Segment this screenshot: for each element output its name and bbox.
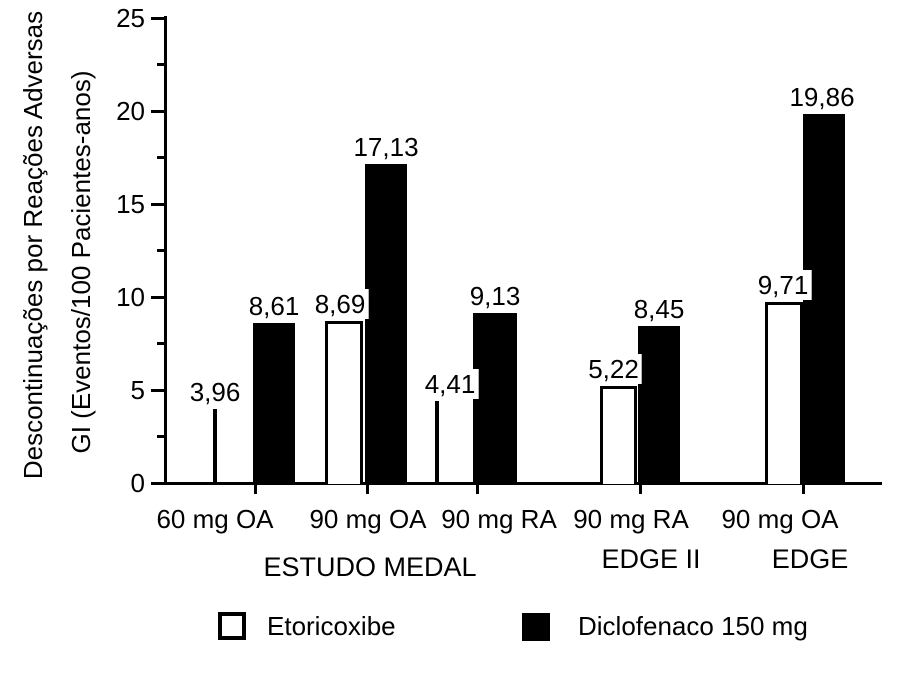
y-minor-tick <box>157 249 165 252</box>
y-tick-label: 0 <box>130 468 145 498</box>
bar-etoricoxibe-0 <box>213 409 217 484</box>
y-tick-label: 20 <box>116 96 145 126</box>
legend-label-etoricoxibe: Etoricoxibe <box>267 611 396 641</box>
bar-etoricoxibe-2 <box>435 400 439 484</box>
bar-value-label: 3,96 <box>186 377 244 408</box>
y-minor-tick <box>157 342 165 345</box>
x-category-label: 60 mg OA <box>156 504 274 534</box>
y-tick-label: 5 <box>130 375 145 405</box>
study-label: ESTUDO MEDAL <box>263 552 477 582</box>
y-major-tick <box>151 295 165 299</box>
bar-diclofenaco-150-mg-3 <box>638 325 680 484</box>
bar-value-label: 5,22 <box>585 353 642 384</box>
bar-etoricoxibe-1 <box>325 321 363 484</box>
x-tick <box>802 485 805 494</box>
x-category-label: 90 mg RA <box>573 504 689 534</box>
y-tick-label: 10 <box>116 282 145 312</box>
y-major-tick <box>151 16 165 20</box>
legend-swatch-diclofenaco <box>522 613 550 641</box>
y-major-tick <box>151 202 165 206</box>
x-category-label: 90 mg OA <box>721 504 839 534</box>
x-tick <box>366 485 369 494</box>
y-major-tick <box>151 109 165 113</box>
x-category-label: 90 mg RA <box>441 504 557 534</box>
bar-value-label: 17,13 <box>350 132 422 163</box>
y-minor-tick <box>157 435 165 438</box>
legend-label-diclofenaco: Diclofenaco 150 mg <box>578 611 808 641</box>
bar-value-label: 19,86 <box>786 81 858 112</box>
legend-swatch-etoricoxibe <box>218 612 246 640</box>
bar-value-label: 9,71 <box>754 270 812 301</box>
bar-value-label: 8,61 <box>245 290 303 321</box>
y-major-tick <box>151 388 165 392</box>
y-tick-label: 15 <box>116 189 145 219</box>
y-minor-tick <box>157 156 165 159</box>
bar-diclofenaco-150-mg-2 <box>473 313 517 484</box>
bar-etoricoxibe-4 <box>765 302 803 484</box>
x-tick <box>639 485 642 494</box>
y-tick-label: 25 <box>116 3 145 33</box>
x-category-label: 90 mg OA <box>309 504 427 534</box>
bar-value-label: 8,69 <box>311 289 369 320</box>
study-label: EDGE <box>771 544 849 574</box>
y-major-tick <box>151 481 165 485</box>
y-axis-label-line1: Descontinuações por Reações Adversas <box>18 10 48 480</box>
bar-diclofenaco-150-mg-1 <box>365 164 407 484</box>
x-tick <box>254 485 257 494</box>
y-minor-tick <box>157 63 165 66</box>
bar-value-label: 4,41 <box>421 368 479 399</box>
y-axis-line <box>164 16 167 485</box>
study-label: EDGE II <box>601 544 701 574</box>
x-tick <box>476 485 479 494</box>
bar-value-label: 8,45 <box>630 293 688 324</box>
bar-diclofenaco-150-mg-0 <box>253 322 295 484</box>
bar-etoricoxibe-3 <box>600 385 637 484</box>
bar-value-label: 9,13 <box>466 281 524 312</box>
